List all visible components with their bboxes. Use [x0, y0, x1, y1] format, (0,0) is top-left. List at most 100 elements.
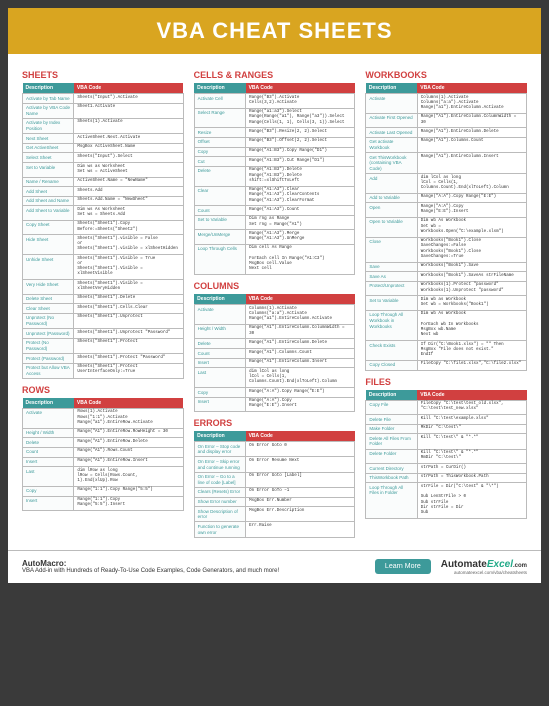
cell-desc: Copy File	[366, 400, 417, 415]
cell-code: Range("A:A").CopyRange("E:E").Insert	[246, 397, 355, 412]
cell-desc: Copy Closed	[366, 360, 417, 370]
cell-desc: Protect (Password)	[23, 354, 74, 364]
th-code: VBA Code	[246, 83, 355, 94]
cell-code: ActiveSheet.Next.Activate	[74, 134, 183, 144]
content-columns: SHEETS DescriptionVBA CodeActivate by Tab…	[8, 54, 541, 544]
cell-desc: Unhide Sheet	[23, 255, 74, 280]
cell-code: Kill "C:\test\example.xlsx"	[417, 415, 526, 425]
cell-code: Err.Raise	[246, 522, 355, 537]
th-desc: Description	[194, 294, 245, 305]
cell-desc: Save	[366, 262, 417, 272]
cell-code: Range("A1").EntireColumn.ColumnWidth = 3…	[246, 324, 355, 339]
cell-code: Dim rng as RangeSet rng = Range("A1")	[246, 215, 355, 230]
cell-code: Range("A1:A3").Count	[246, 206, 355, 216]
cell-desc: Name / Rename	[23, 177, 74, 187]
cell-code: Range("A:A").Copy Range("E:E")	[246, 388, 355, 398]
cell-desc: Delete	[194, 339, 245, 349]
table-errors: DescriptionVBA CodeOn Error – Stop code …	[194, 431, 356, 538]
th-desc: Description	[23, 398, 74, 409]
cell-code: ActiveSheet.Name = "NewName"	[74, 177, 183, 187]
cell-desc: Show Description of error	[194, 507, 245, 522]
table-workbooks: DescriptionVBA CodeActivateColumns(1).Ac…	[365, 83, 527, 371]
cell-code: Sheets("Sheet1").Visible = TrueorSheets(…	[74, 255, 183, 280]
cell-code: FileCopy "C:\file1.xlsx","C:\file2.xlsx"	[417, 360, 526, 370]
cell-code: Dim wb As WorkbookSet wb = Workbooks.Ope…	[417, 217, 526, 237]
th-code: VBA Code	[246, 294, 355, 305]
cell-desc: Loop Through Cells	[194, 244, 245, 274]
cell-desc: Next Sheet	[23, 134, 74, 144]
cell-code: Range("A1").EntireColumn.Insert	[246, 358, 355, 368]
cell-code: Range("A:A").CopyRange("E:E").Insert	[417, 203, 526, 218]
cell-desc: Save As	[366, 272, 417, 282]
cell-desc: Count	[194, 206, 245, 216]
cell-code: Sheets("Sheet1").Unprotect "Password"	[74, 329, 183, 339]
cell-code: Sheets("Sheet1").Visible = xlSheetVeryHi…	[74, 280, 183, 295]
cell-code: strPath = ThisWorkbook.Path	[417, 473, 526, 483]
cell-code: Sheets("Sheet1").Protect "Password"	[74, 354, 183, 364]
cell-desc: Delete	[23, 438, 74, 448]
cell-code: Range("A1").EntireColumn.Delete	[246, 339, 355, 349]
cell-desc: Get ThisWorkbook (containing VBA Code)	[366, 153, 417, 174]
section-title-files: FILES	[365, 377, 527, 387]
cell-code: Workbooks(1).Protect "password"Workbooks…	[417, 281, 526, 296]
section-title-workbooks: WORKBOOKS	[365, 70, 527, 80]
cell-desc: Set to Variable	[23, 163, 74, 178]
cell-desc: Height / Width	[23, 428, 74, 438]
cell-desc: Delete All Files From Folder	[366, 434, 417, 449]
cell-code: Columns(1).ActivateColumns("a:a").Activa…	[246, 305, 355, 325]
table-rows: DescriptionVBA CodeActivateRows(1).Activ…	[22, 398, 184, 511]
cell-code: Range("B3").Offset(2, 2).Select	[246, 137, 355, 147]
cell-desc: Select Sheet	[23, 153, 74, 163]
cell-desc: Activate	[23, 408, 74, 428]
cell-code: Sheets("Sheet1").Protect	[74, 338, 183, 353]
logo-url: automateexcel.com/vba/cheatsheets	[441, 570, 527, 575]
table-files: DescriptionVBA CodeCopy FileFileCopy "C:…	[365, 390, 527, 519]
cell-desc: Loop Through All Files in Folder	[366, 483, 417, 519]
cell-code: Sheets(1).Activate	[74, 118, 183, 133]
cell-code: Range("1:1").CopyRange("5:5").Insert	[74, 496, 183, 511]
cell-code: Range("B3").ActivateCells(3,2).Activate	[246, 94, 355, 109]
cell-desc: Add Sheet to Variable	[23, 206, 74, 221]
table-columns: DescriptionVBA CodeActivateColumns(1).Ac…	[194, 294, 356, 412]
cell-desc: Copy	[194, 388, 245, 398]
cell-desc: On Error – Go to a line of code [Label]	[194, 472, 245, 487]
cell-desc: Set to Variable	[194, 215, 245, 230]
cell-code: strPath = CurDir()	[417, 464, 526, 474]
cell-code: Sheets("Sheet1").Cells.Clear	[74, 304, 183, 314]
cell-desc: Insert	[23, 457, 74, 467]
cell-code: MsgBox Err.Description	[246, 507, 355, 522]
cell-desc: Select Range	[194, 108, 245, 128]
cell-desc: Copy	[23, 486, 74, 496]
cell-desc: Activate First Opened	[366, 113, 417, 128]
th-desc: Description	[366, 83, 417, 94]
learn-more-button[interactable]: Learn More	[375, 559, 431, 574]
footer-subtitle: VBA Add-in with Hundreds of Ready-To-Use…	[22, 568, 365, 574]
cell-code: Sheets("Input").Activate	[74, 94, 183, 104]
cell-code: Range("A1").Rows.Count	[74, 447, 183, 457]
cell-code: Range("A1:B3").DeleteRange("A1:B3").Dele…	[246, 166, 355, 186]
cell-code: Range("A1").EntireRow.Delete	[74, 438, 183, 448]
cell-desc: Delete Sheet	[23, 294, 74, 304]
cell-code: Dim cell As RangeForEach cell In Range("…	[246, 244, 355, 274]
section-title-rows: ROWS	[22, 385, 184, 395]
table-sheets: DescriptionVBA CodeActivate by Tab NameS…	[22, 83, 184, 379]
cell-code: strFile = Dir("C:\test" & "\*")Sub LenSt…	[417, 483, 526, 519]
table-cells: DescriptionVBA CodeActivate CellRange("B…	[194, 83, 356, 275]
cell-code: Dim wb as WorkbookSet wb = Workbooks("Bo…	[417, 296, 526, 311]
th-code: VBA Code	[417, 83, 526, 94]
cell-desc: On Error – Stop code and display error	[194, 442, 245, 457]
section-title-sheets: SHEETS	[22, 70, 184, 80]
cell-code: Sheet1.Activate	[74, 103, 183, 118]
cell-desc: Set to Variable	[366, 296, 417, 311]
cell-desc: Make Folder	[366, 424, 417, 434]
cell-code: Dim ws as WorksheetSet ws = ActiveSheet	[74, 163, 183, 178]
cell-code: Range("A1").EntireColumn.Delete	[417, 128, 526, 138]
footer: AutoMacro: VBA Add-in with Hundreds of R…	[8, 550, 541, 583]
cell-desc: Hide Sheet	[23, 235, 74, 255]
cell-code: Columns(1).ActivateColumns("a:a").Activa…	[417, 94, 526, 114]
th-desc: Description	[194, 431, 245, 442]
cell-desc: Get ActiveSheet	[23, 143, 74, 153]
cell-desc: ThisWorkbook Path	[366, 473, 417, 483]
cell-desc: Delete Folder	[366, 449, 417, 464]
page-title: VBA CHEAT SHEETS	[8, 8, 541, 54]
